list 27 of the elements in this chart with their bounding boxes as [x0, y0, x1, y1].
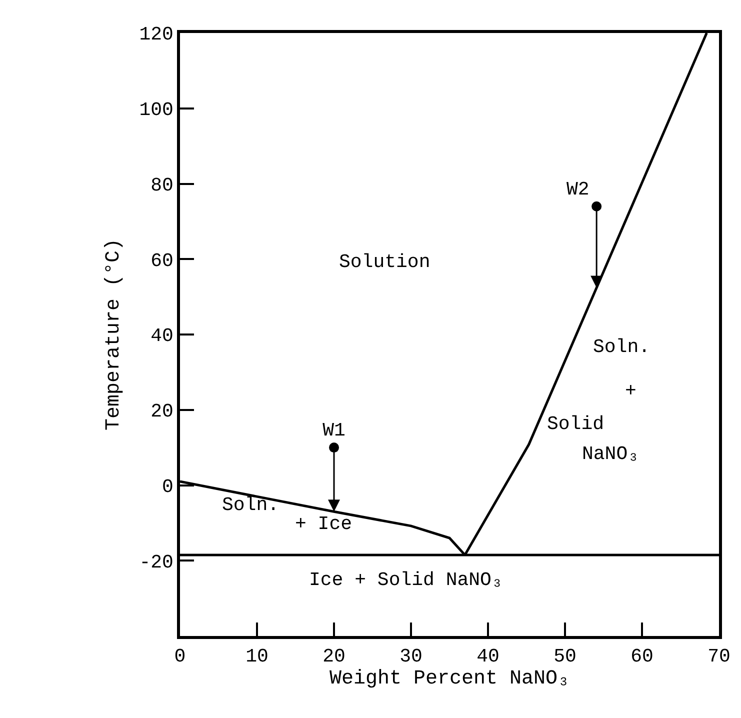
annotation: Solution [339, 251, 430, 273]
x-tick-label: 10 [246, 646, 268, 668]
x-tick-label: 40 [476, 646, 500, 668]
x-tick-label: 70 [708, 646, 730, 668]
annotation: NaNO₃ [582, 443, 640, 465]
y-tick-label: 120 [139, 24, 174, 46]
y-tick-label: 100 [139, 99, 174, 122]
annotation: + [625, 380, 636, 402]
x-tick-label: 50 [554, 646, 576, 668]
y-tick-label: 20 [150, 400, 174, 423]
annotation: Soln. [222, 494, 280, 516]
x-tick-label: 20 [322, 646, 346, 668]
x-tick-label: 60 [630, 646, 654, 668]
y-tick-label: 0 [162, 476, 174, 498]
y-tick-label: 60 [150, 250, 174, 272]
y-axis-title: Temperature (°C) [102, 238, 126, 431]
series-label: W2 [566, 178, 590, 200]
annotation: Ice + Solid NaNO₃ [309, 569, 503, 591]
annotation: + Ice [295, 513, 352, 535]
x-tick-label: 30 [400, 646, 422, 668]
annotation: Soln. [593, 336, 650, 358]
annotation: Solid [547, 413, 604, 435]
y-tick-label: -20 [139, 551, 174, 574]
x-axis-title: Weight Percent NaNO₃ [329, 668, 570, 691]
y-tick-label: 80 [150, 174, 174, 196]
series-label: W1 [322, 420, 346, 442]
y-tick-label: 40 [150, 325, 174, 348]
